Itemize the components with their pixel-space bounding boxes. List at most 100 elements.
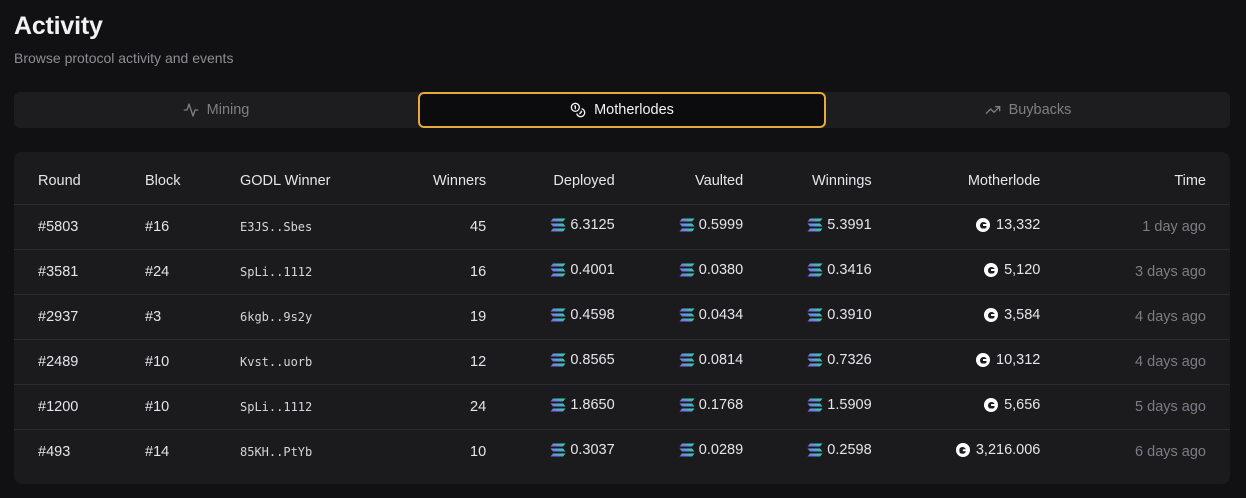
cell-round: #2937 [14,294,145,340]
vaulted-value: 0.0434 [698,307,744,323]
deployed-value: 0.4001 [570,262,615,278]
vaulted-value: 0.5999 [698,217,744,233]
cell-godl-winner[interactable]: 6kgb..9s2y [240,294,380,340]
cell-time: 5 days ago [1040,384,1230,430]
tab-buybacks[interactable]: Buybacks [826,92,1230,128]
motherlode-value: 13,332 [996,217,1041,233]
cell-winners: 10 [470,443,487,460]
cell-motherlode: 10,312 [871,339,1041,385]
cell-winners: 19 [380,294,487,340]
winnings-value: 0.3416 [827,262,872,278]
winnings-value: 5.3991 [827,217,872,233]
motherlode-value: 5,120 [1004,262,1041,278]
sol-icon [807,398,823,412]
column-header-deployed: Deployed [486,152,615,205]
sol-icon [807,353,823,367]
table-row[interactable]: #5803 #16 E3JS..Sbes 45 6.3125 0.5999 5.3991 13… [14,204,1230,250]
page-subtitle: Browse protocol activity and events [14,50,234,66]
cell-block: #14 [145,443,170,460]
motherlode-value: 5,656 [1004,397,1041,413]
cell-motherlode: 5,120 [871,249,1041,295]
cell-godl-winner[interactable]: 85KH..PtYb [240,444,313,459]
cell-winners: 24 [380,384,487,430]
winnings-value: 0.7326 [827,352,872,368]
table-row[interactable]: #2937 #3 6kgb..9s2y 19 0.4598 0.0434 0.3910 3,5… [14,294,1230,340]
cell-winners: 12 [380,339,487,385]
sol-icon [550,308,566,322]
cell-block: #3 [145,294,240,340]
cell-motherlode: 5,656 [871,384,1041,430]
cell-winners: 45 [380,204,487,250]
vaulted-value: 0.1768 [698,397,744,413]
cell-round: #3581 [14,249,145,295]
tab-motherlodes[interactable]: Motherlodes [418,92,826,128]
sol-icon [550,443,566,457]
cell-vaulted: 0.0814 [614,339,744,385]
column-header-vaulted: Vaulted [614,152,744,205]
column-header-round: Round [14,152,145,205]
cell-vaulted: 0.1768 [614,384,744,430]
sol-icon [807,308,823,322]
vaulted-value: 0.0289 [698,442,744,459]
cell-round: #5803 [14,204,145,250]
sol-icon [679,218,695,232]
activity-tabs: Mining Motherlodes Buybacks [14,92,1230,128]
cell-time: 4 days ago [1040,339,1230,385]
table-row[interactable]: #2489 #10 Kvst..uorb 12 0.8565 0.0814 0.7326 10… [14,339,1230,385]
cell-winnings: 0.7326 [743,339,872,385]
godl-icon [955,443,970,458]
tab-mining[interactable]: Mining [14,92,418,128]
cell-winnings: 5.3991 [743,204,872,250]
sol-icon [679,443,695,457]
tab-label: Motherlodes [594,102,674,118]
column-header-block: Block [145,152,240,205]
winnings-value: 0.3910 [827,307,872,323]
cell-winnings: 0.3416 [743,249,872,295]
cell-deployed: 0.4001 [486,249,615,295]
godl-icon [984,263,999,277]
motherlode-value: 3,216.006 [975,442,1041,459]
sol-icon [550,353,566,367]
godl-icon [984,398,999,412]
table-row[interactable]: #3581 #24 SpLi..1112 16 0.4001 0.0380 0.3416 5,… [14,249,1230,295]
deployed-value: 6.3125 [570,217,615,233]
sol-icon [679,398,695,412]
coins-icon [570,102,586,118]
cell-vaulted: 0.0289 [615,429,743,474]
cell-block: #10 [145,384,240,430]
tab-label: Buybacks [1008,102,1072,118]
cell-block: #24 [145,249,240,295]
cell-deployed: 0.3037 [486,429,615,474]
cell-deployed: 0.4598 [486,294,615,340]
cell-vaulted: 0.5999 [614,204,744,250]
winnings-value: 0.2598 [827,442,872,459]
table-row[interactable]: #1200 #10 SpLi..1112 24 1.8650 0.1768 1.5909 5,… [14,384,1230,430]
godl-icon [976,218,991,232]
cell-godl-winner[interactable]: SpLi..1112 [240,384,380,430]
sol-icon [679,353,695,367]
column-header-winners: Winners [380,152,487,205]
sol-icon [550,398,566,412]
column-header-winnings: Winnings [743,152,872,205]
cell-round: #2489 [14,339,145,385]
vaulted-value: 0.0814 [698,352,744,368]
cell-deployed: 6.3125 [486,204,615,250]
cell-time: 6 days ago [1135,443,1206,460]
sol-icon [550,218,566,232]
winnings-value: 1.5909 [827,397,872,413]
cell-godl-winner[interactable]: E3JS..Sbes [240,204,380,250]
motherlode-value: 3,584 [1004,307,1041,323]
cell-vaulted: 0.0380 [614,249,744,295]
trending-up-icon [985,106,1000,114]
cell-winnings: 0.2598 [743,429,872,474]
cell-vaulted: 0.0434 [614,294,744,340]
cell-time: 1 day ago [1040,204,1230,250]
table-row[interactable]: #493 #14 85KH..PtYb 10 0.3037 0.0289 0.2598 3,2… [14,429,1230,474]
cell-time: 4 days ago [1040,294,1230,340]
cell-motherlode: 3,216.006 [872,429,1041,474]
deployed-value: 0.8565 [570,352,615,368]
cell-godl-winner[interactable]: SpLi..1112 [240,249,380,295]
cell-godl-winner[interactable]: Kvst..uorb [240,339,380,385]
activity-icon [183,103,198,117]
